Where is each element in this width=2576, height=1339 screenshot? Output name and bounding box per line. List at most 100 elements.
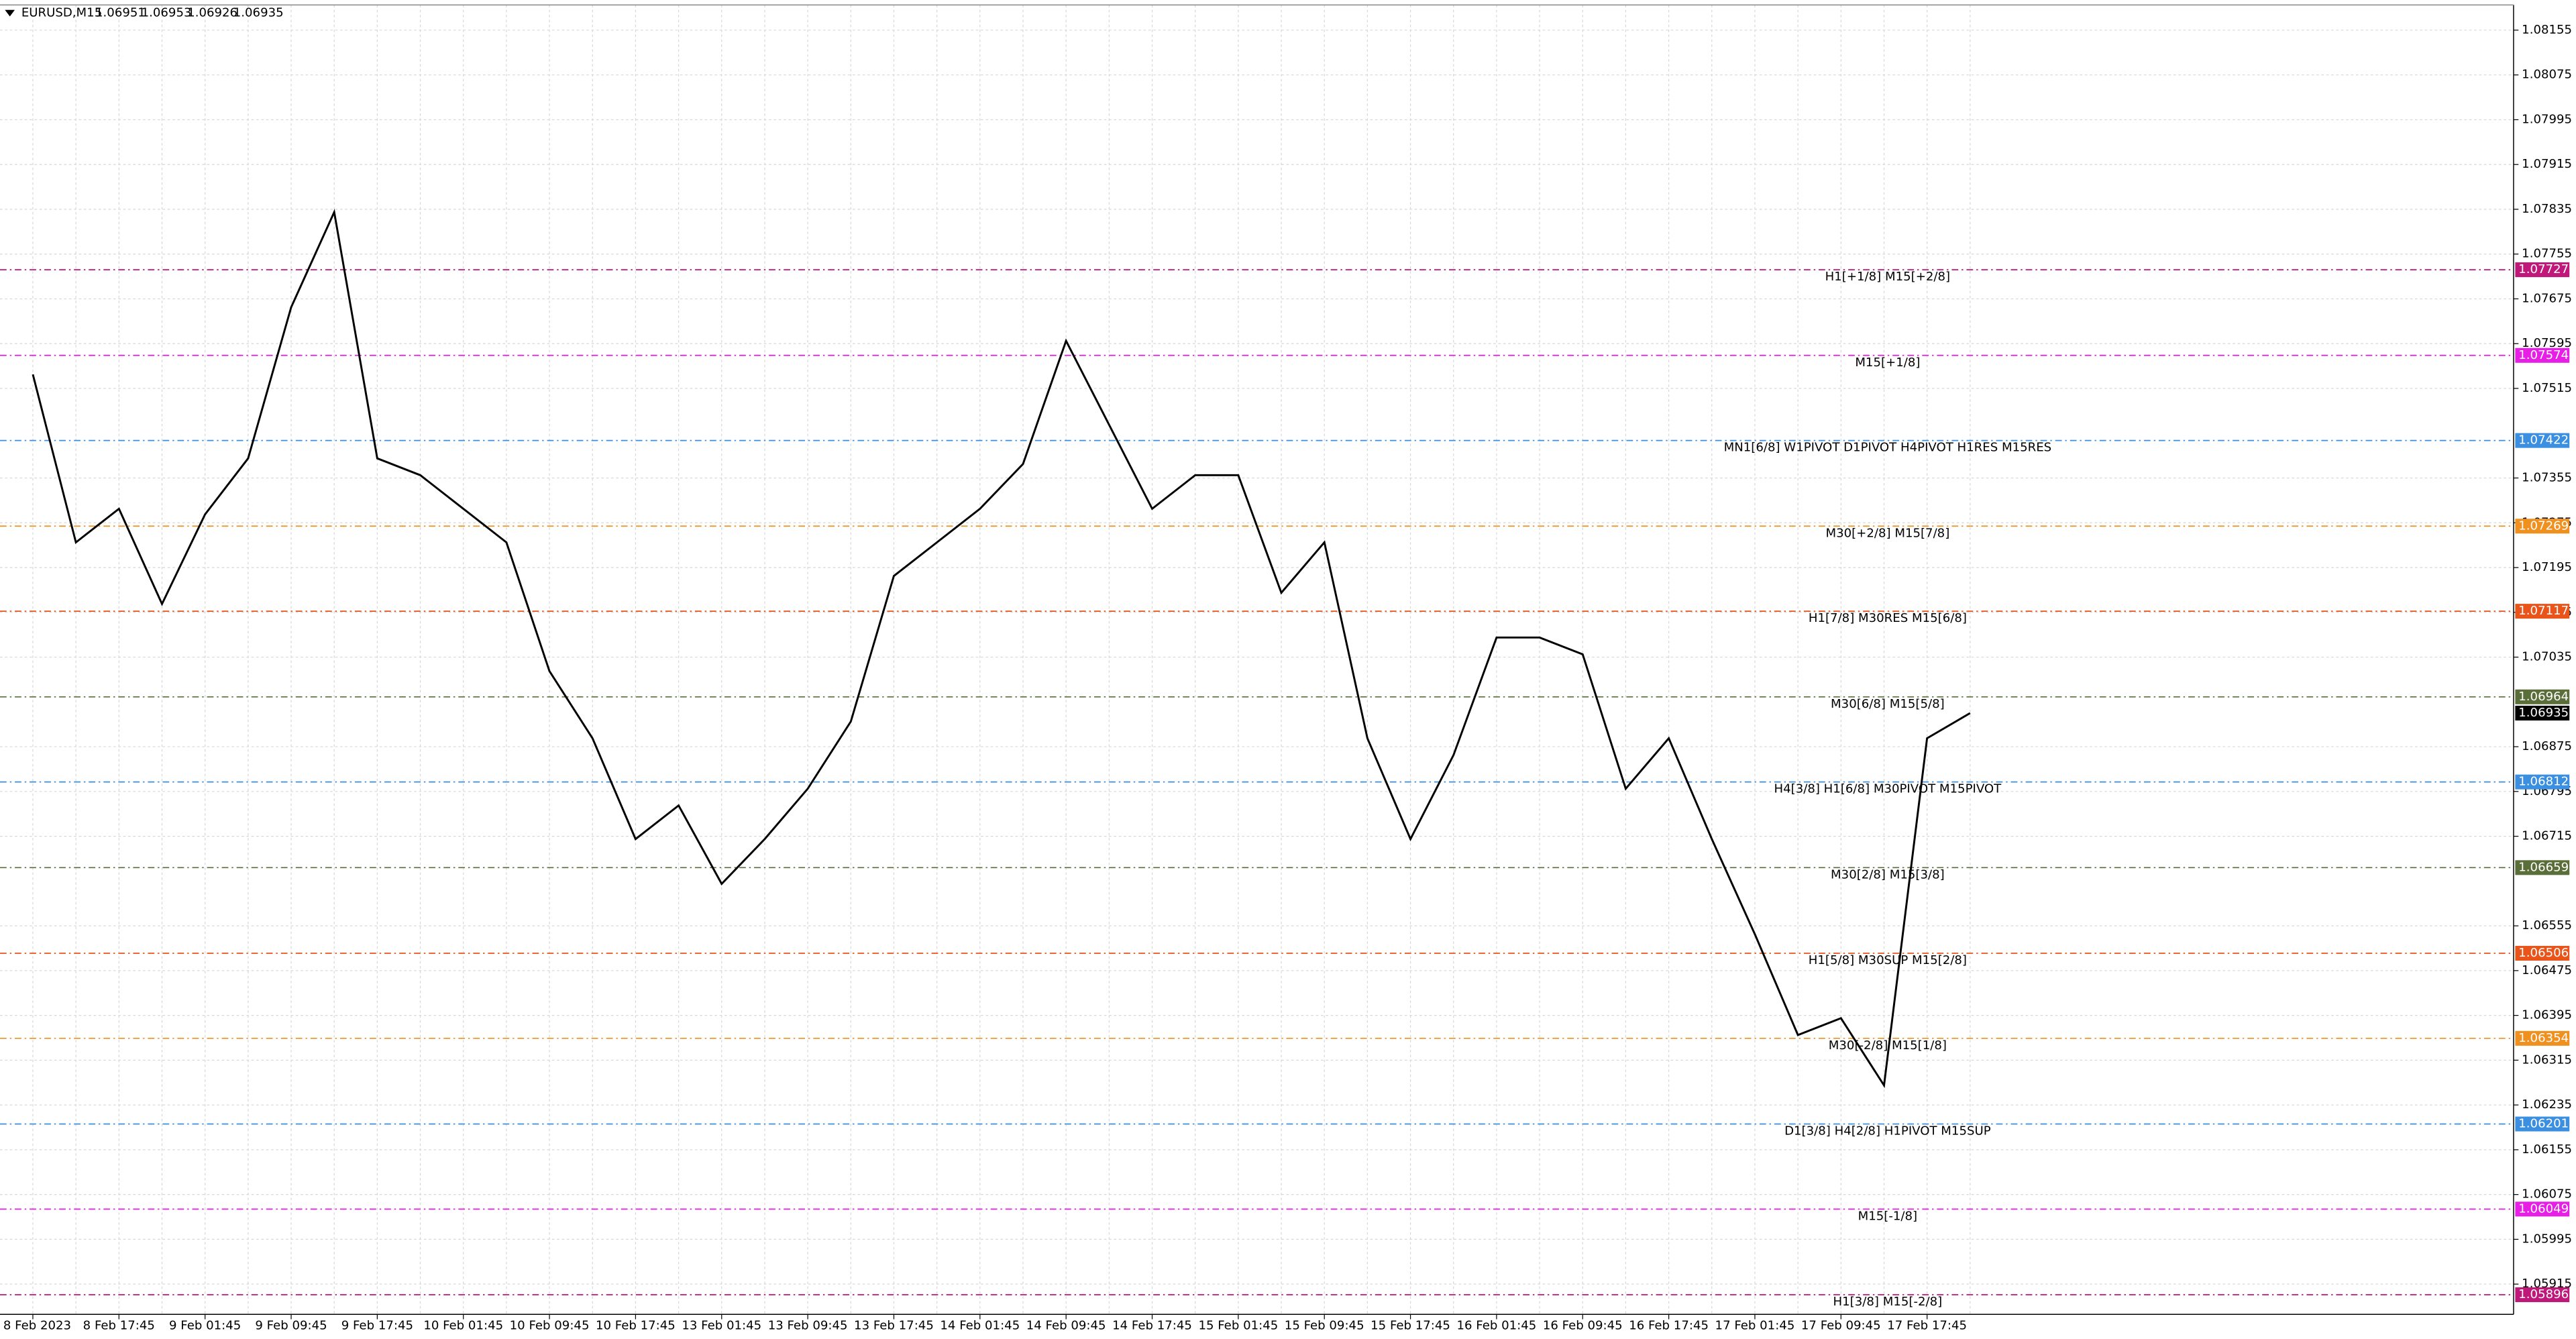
x-tick-label: 16 Feb 17:45 bbox=[1629, 1318, 1709, 1332]
levels: H1[+1/8] M15[+2/8] M15[+1/8] MN1[6/8] W1PI… bbox=[0, 269, 2514, 1309]
level-tag bbox=[2515, 1116, 2570, 1132]
level-tag-label: 1.06659 bbox=[2518, 860, 2569, 874]
level-label: M30[2/8] M15[3/8] bbox=[1831, 867, 1945, 881]
plot bbox=[32, 209, 1971, 1089]
y-tick-label: 1.06715 bbox=[2522, 829, 2572, 843]
y-tick-label: 1.06875 bbox=[2522, 739, 2572, 753]
y-tick-label: 1.07915 bbox=[2522, 157, 2572, 171]
level-tag-label: 1.05896 bbox=[2518, 1287, 2569, 1301]
level-tag-label: 1.07422 bbox=[2518, 433, 2569, 447]
level-tag-label: 1.06506 bbox=[2518, 946, 2569, 960]
x-tick-label: 13 Feb 09:45 bbox=[768, 1318, 848, 1332]
ohlc-value: 1.06935 bbox=[233, 6, 284, 20]
x-tick-label: 13 Feb 17:45 bbox=[854, 1318, 934, 1332]
current-price-label: 1.06935 bbox=[2518, 706, 2569, 720]
ohlc-value: 1.06926 bbox=[187, 6, 237, 20]
x-tick-label: 10 Feb 09:45 bbox=[510, 1318, 590, 1332]
x-tick-label: 13 Feb 01:45 bbox=[682, 1318, 761, 1332]
x-tick-label: 8 Feb 17:45 bbox=[83, 1318, 155, 1332]
x-tick-label: 14 Feb 01:45 bbox=[940, 1318, 1020, 1332]
x-tick-label: 16 Feb 01:45 bbox=[1457, 1318, 1537, 1332]
current-price-tag bbox=[2515, 705, 2570, 721]
level-tag bbox=[2515, 1030, 2570, 1046]
x-tick-label: 17 Feb 17:45 bbox=[1887, 1318, 1967, 1332]
level-label: M30[6/8] M15[5/8] bbox=[1831, 697, 1945, 711]
ohlc-value: 1.06953 bbox=[142, 6, 192, 20]
y-tick-label: 1.07675 bbox=[2522, 291, 2572, 305]
y-tick-label: 1.07515 bbox=[2522, 381, 2572, 395]
x-tick-label: 16 Feb 09:45 bbox=[1543, 1318, 1623, 1332]
x-tick-label: 10 Feb 01:45 bbox=[423, 1318, 503, 1332]
level-tag-label: 1.06354 bbox=[2518, 1031, 2569, 1045]
level-tag bbox=[2515, 262, 2570, 278]
y-tick-label: 1.07355 bbox=[2522, 471, 2572, 485]
level-tag bbox=[2515, 519, 2570, 534]
level-tag-label: 1.07574 bbox=[2518, 348, 2569, 362]
level-label: D1[3/8] H4[2/8] H1PIVOT M15SUP bbox=[1784, 1124, 1991, 1138]
level-tag bbox=[2515, 689, 2570, 704]
y-tick-label: 1.06555 bbox=[2522, 918, 2572, 932]
x-tick-label: 15 Feb 01:45 bbox=[1198, 1318, 1278, 1332]
y-tick-label: 1.07595 bbox=[2522, 336, 2572, 350]
y-tick-label: 1.07195 bbox=[2522, 560, 2572, 574]
ohlc-value: 1.06951 bbox=[95, 6, 146, 20]
level-label: M30[+2/8] M15[7/8] bbox=[1825, 526, 1949, 540]
x-tick-label: 14 Feb 09:45 bbox=[1026, 1318, 1106, 1332]
level-tag bbox=[2515, 1201, 2570, 1217]
level-tag bbox=[2515, 433, 2570, 448]
x-tick-label: 10 Feb 17:45 bbox=[596, 1318, 676, 1332]
y-tick-label: 1.06235 bbox=[2522, 1097, 2572, 1112]
y-tick-label: 1.06475 bbox=[2522, 963, 2572, 977]
level-label: H1[+1/8] M15[+2/8] bbox=[1825, 270, 1950, 284]
y-tick-label: 1.06155 bbox=[2522, 1142, 2572, 1157]
symbol: EURUSD,M15 bbox=[21, 6, 102, 20]
y-tick-label: 1.06395 bbox=[2522, 1008, 2572, 1022]
level-tag-label: 1.06812 bbox=[2518, 775, 2569, 789]
level-tag bbox=[2515, 1287, 2570, 1303]
level-tag-label: 1.06201 bbox=[2518, 1117, 2569, 1131]
price-line bbox=[32, 209, 1971, 1089]
level-tag bbox=[2515, 945, 2570, 961]
level-label: H4[3/8] H1[6/8] M30PIVOT M15PIVOT bbox=[1774, 782, 2002, 796]
x-tick-label: 8 Feb 2023 bbox=[3, 1318, 71, 1332]
menu-arrow[interactable] bbox=[5, 9, 15, 17]
y-tick-label: 1.08075 bbox=[2522, 68, 2572, 82]
level-label: MN1[6/8] W1PIVOT D1PIVOT H4PIVOT H1RES M… bbox=[1724, 441, 2052, 455]
level-tag-label: 1.06049 bbox=[2518, 1201, 2569, 1216]
y-tick-label: 1.06315 bbox=[2522, 1053, 2572, 1067]
x-tick-label: 14 Feb 17:45 bbox=[1112, 1318, 1192, 1332]
y-tick-label: 1.05995 bbox=[2522, 1232, 2572, 1246]
y-tick-label: 1.08155 bbox=[2522, 23, 2572, 37]
x-tick-label: 15 Feb 09:45 bbox=[1285, 1318, 1364, 1332]
x-tick-label: 17 Feb 09:45 bbox=[1801, 1318, 1881, 1332]
level-tag-label: 1.06964 bbox=[2518, 690, 2569, 704]
y-tick-label: 1.07835 bbox=[2522, 202, 2572, 216]
level-label: M15[-1/8] bbox=[1858, 1209, 1917, 1223]
x-tick-label: 9 Feb 01:45 bbox=[169, 1318, 241, 1332]
level-label: M30[-2/8] M15[1/8] bbox=[1829, 1038, 1947, 1053]
axis: 1.08155 1.08075 1.07995 1.07915 1.07835 1.077… bbox=[3, 23, 2572, 1332]
level-tag bbox=[2515, 347, 2570, 363]
level-tag bbox=[2515, 604, 2570, 619]
y-tick-label: 1.06075 bbox=[2522, 1187, 2572, 1201]
level-tag-label: 1.07269 bbox=[2518, 519, 2569, 533]
level-tag-label: 1.07727 bbox=[2518, 262, 2569, 276]
level-tag bbox=[2515, 774, 2570, 790]
level-tag-label: 1.07117 bbox=[2518, 604, 2569, 618]
x-tick-label: 9 Feb 17:45 bbox=[341, 1318, 413, 1332]
x-tick-label: 15 Feb 17:45 bbox=[1371, 1318, 1450, 1332]
x-tick-label: 9 Feb 09:45 bbox=[255, 1318, 327, 1332]
level-label: M15[+1/8] bbox=[1855, 356, 1920, 370]
y-tick-label: 1.07995 bbox=[2522, 112, 2572, 126]
level-tag bbox=[2515, 860, 2570, 875]
level-label: H1[5/8] M30SUP M15[2/8] bbox=[1809, 953, 1967, 967]
x-tick-label: 17 Feb 01:45 bbox=[1715, 1318, 1795, 1332]
y-tick-label: 1.07035 bbox=[2522, 650, 2572, 664]
level-label: H1[7/8] M30RES M15[6/8] bbox=[1809, 611, 1967, 625]
y-tick-label: 1.07755 bbox=[2522, 247, 2572, 261]
level-label: H1[3/8] M15[-2/8] bbox=[1833, 1295, 1943, 1309]
grid bbox=[0, 5, 2514, 1315]
